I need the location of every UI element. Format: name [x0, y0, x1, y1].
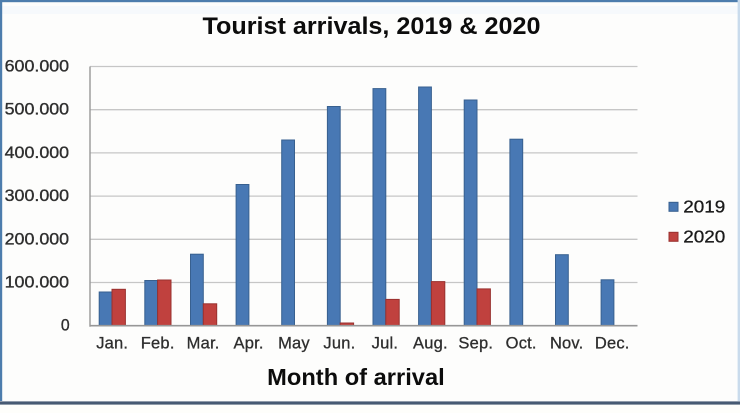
- svg-text:Jan.: Jan.: [96, 334, 128, 352]
- svg-text:500.000: 500.000: [5, 100, 70, 119]
- svg-text:Dec.: Dec.: [595, 334, 630, 352]
- svg-text:Feb.: Feb.: [141, 334, 175, 352]
- svg-text:Oct.: Oct.: [506, 334, 537, 352]
- svg-text:Apr.: Apr.: [234, 334, 264, 352]
- svg-text:300.000: 300.000: [5, 186, 70, 205]
- svg-text:2020: 2020: [683, 226, 725, 246]
- svg-text:100.000: 100.000: [5, 273, 70, 292]
- svg-text:Month of arrival: Month of arrival: [267, 364, 445, 390]
- svg-text:Mar.: Mar.: [187, 334, 220, 352]
- svg-text:Nov.: Nov.: [550, 334, 584, 352]
- svg-text:Aug.: Aug.: [413, 334, 448, 352]
- svg-text:2019: 2019: [683, 196, 725, 216]
- svg-text:600.000: 600.000: [5, 57, 70, 76]
- svg-text:Tourist arrivals, 2019 & 2020: Tourist arrivals, 2019 & 2020: [203, 13, 541, 40]
- svg-text:Jul.: Jul.: [372, 334, 398, 352]
- svg-text:0: 0: [61, 316, 70, 335]
- svg-text:400.000: 400.000: [5, 143, 70, 162]
- svg-text:May: May: [278, 334, 310, 352]
- svg-text:Jun.: Jun.: [323, 334, 355, 352]
- svg-text:200.000: 200.000: [5, 229, 70, 248]
- svg-text:Sep.: Sep.: [458, 334, 493, 352]
